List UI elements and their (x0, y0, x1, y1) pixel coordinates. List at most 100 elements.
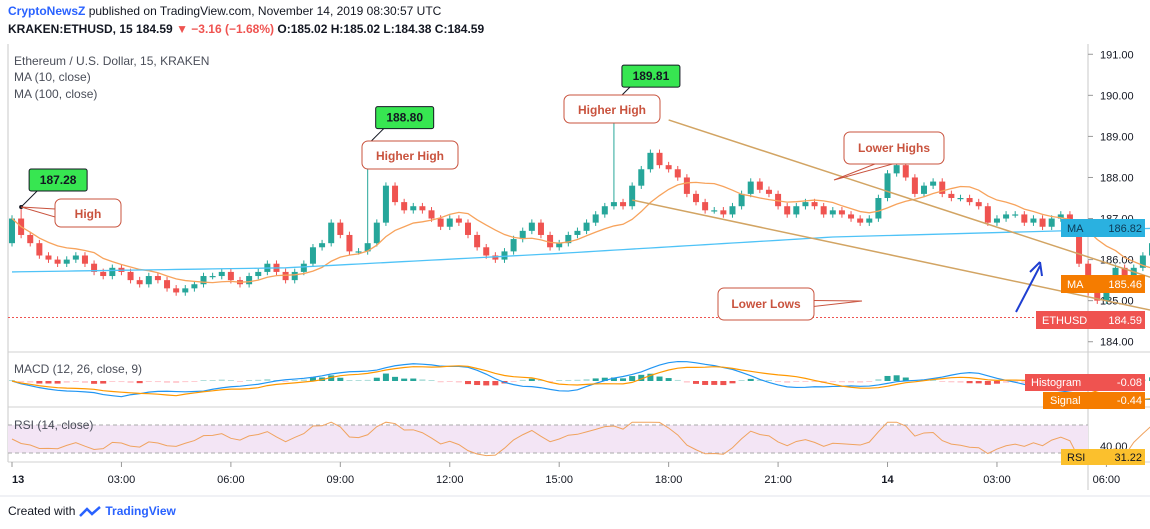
x-tick-label: 14 (881, 474, 894, 486)
macd-histogram-bar (36, 381, 43, 384)
candle (674, 169, 681, 178)
macd-histogram-bar (565, 379, 572, 381)
candle (993, 218, 1000, 223)
publisher-name[interactable]: CryptoNewsZ (8, 4, 86, 18)
macd-histogram-bar (738, 380, 745, 381)
ma100-tag-value: 186.82 (1108, 223, 1142, 235)
candle (382, 185, 389, 223)
macd-histogram-bar (45, 381, 52, 384)
candle (182, 288, 189, 293)
x-tick-label: 03:00 (108, 474, 136, 486)
candle (401, 202, 408, 211)
macd-histogram-bar (182, 381, 189, 383)
x-tick-label: 15:00 (545, 474, 573, 486)
candle (610, 202, 617, 207)
candle (127, 271, 134, 281)
x-tick-label: 06:00 (1093, 474, 1121, 486)
macd-histogram-bar (519, 379, 526, 381)
callout-box (54, 198, 122, 228)
last-price: 184.59 (136, 22, 173, 36)
candle (948, 193, 955, 198)
macd-histogram-bar (18, 381, 25, 383)
candle (884, 173, 891, 198)
candle (1003, 214, 1010, 219)
macd-histogram-bar (91, 381, 98, 384)
y-tick-label: 190.00 (1100, 90, 1134, 102)
macd-histogram-bar (446, 381, 453, 382)
macd-histogram-bar (1021, 381, 1028, 383)
candle (656, 152, 663, 166)
ohlc-values: O:185.02 H:185.02 L:184.38 C:184.59 (277, 22, 485, 36)
macd-histogram-bar (957, 381, 964, 383)
macd-histogram-bar (474, 381, 481, 386)
candle (364, 243, 371, 252)
candle (738, 193, 745, 207)
price-change: ▼ −3.16 (−1.68%) (176, 22, 275, 36)
macd-legend: MACD (12, 26, close, 9) (14, 362, 143, 376)
candle (227, 271, 234, 281)
macd-histogram-bar (164, 381, 171, 383)
macd-histogram-bar (300, 379, 307, 381)
candle (173, 288, 180, 293)
candle (857, 218, 864, 223)
candle (300, 263, 307, 272)
x-tick-label: 09:00 (327, 474, 355, 486)
macd-histogram-bar (537, 380, 544, 381)
value-tag (28, 168, 88, 192)
macd-histogram-bar (993, 381, 1000, 384)
candle (218, 271, 225, 277)
candle (291, 271, 298, 281)
macd-histogram-bar (382, 373, 389, 381)
macd-histogram-bar (683, 381, 690, 383)
legend-ma10: MA (10, close) (14, 70, 91, 84)
macd-histogram-bar (620, 378, 627, 381)
macd-histogram-bar (63, 381, 70, 383)
callout-box (717, 287, 815, 321)
ma100-tag (1061, 219, 1145, 237)
lower-lows-label: Lower Lows (731, 297, 801, 311)
candle (547, 234, 554, 248)
macd-histogram-bar (875, 379, 882, 381)
candle (556, 243, 563, 248)
candle (629, 185, 636, 207)
macd-histogram-bar (401, 378, 408, 381)
x-tick-label: 13 (12, 474, 24, 486)
macd-histogram-bar (27, 381, 34, 383)
value-tag-pointer (20, 190, 38, 208)
candle (446, 218, 453, 227)
candle (528, 222, 535, 231)
macd-histogram-bar (857, 381, 864, 383)
candle (592, 214, 599, 223)
y-tick-label: 188.00 (1100, 172, 1134, 184)
candle (848, 214, 855, 219)
candle (1048, 218, 1055, 227)
candle (246, 276, 253, 285)
macd-histogram-bar (118, 381, 125, 383)
macd-histogram-bar (784, 381, 791, 383)
candle (620, 202, 627, 207)
macd-histogram-bar (656, 376, 663, 381)
macd-histogram-tag-label: Histogram (1031, 377, 1081, 389)
macd-histogram-bar (829, 381, 836, 383)
macd-histogram-bar (574, 379, 581, 381)
value-tag-text: 188.80 (386, 111, 423, 125)
macd-histogram-bar (428, 380, 435, 381)
candle (1066, 214, 1073, 223)
macd-histogram-bar (528, 378, 535, 381)
candle (930, 181, 937, 186)
y-tick-label: 189.00 (1100, 131, 1134, 143)
candle (501, 251, 508, 260)
callout-box (361, 140, 459, 170)
candle (921, 185, 927, 194)
tradingview-link[interactable]: TradingView (105, 504, 176, 518)
macd-histogram-bar (255, 379, 262, 381)
macd-histogram-bar (765, 380, 772, 381)
candle (392, 185, 399, 203)
ma10-line (11, 181, 1150, 284)
candle (802, 202, 809, 207)
candle (711, 210, 718, 212)
candle (966, 198, 973, 203)
legend-ma100: MA (100, close) (14, 87, 98, 101)
candle (875, 198, 882, 219)
